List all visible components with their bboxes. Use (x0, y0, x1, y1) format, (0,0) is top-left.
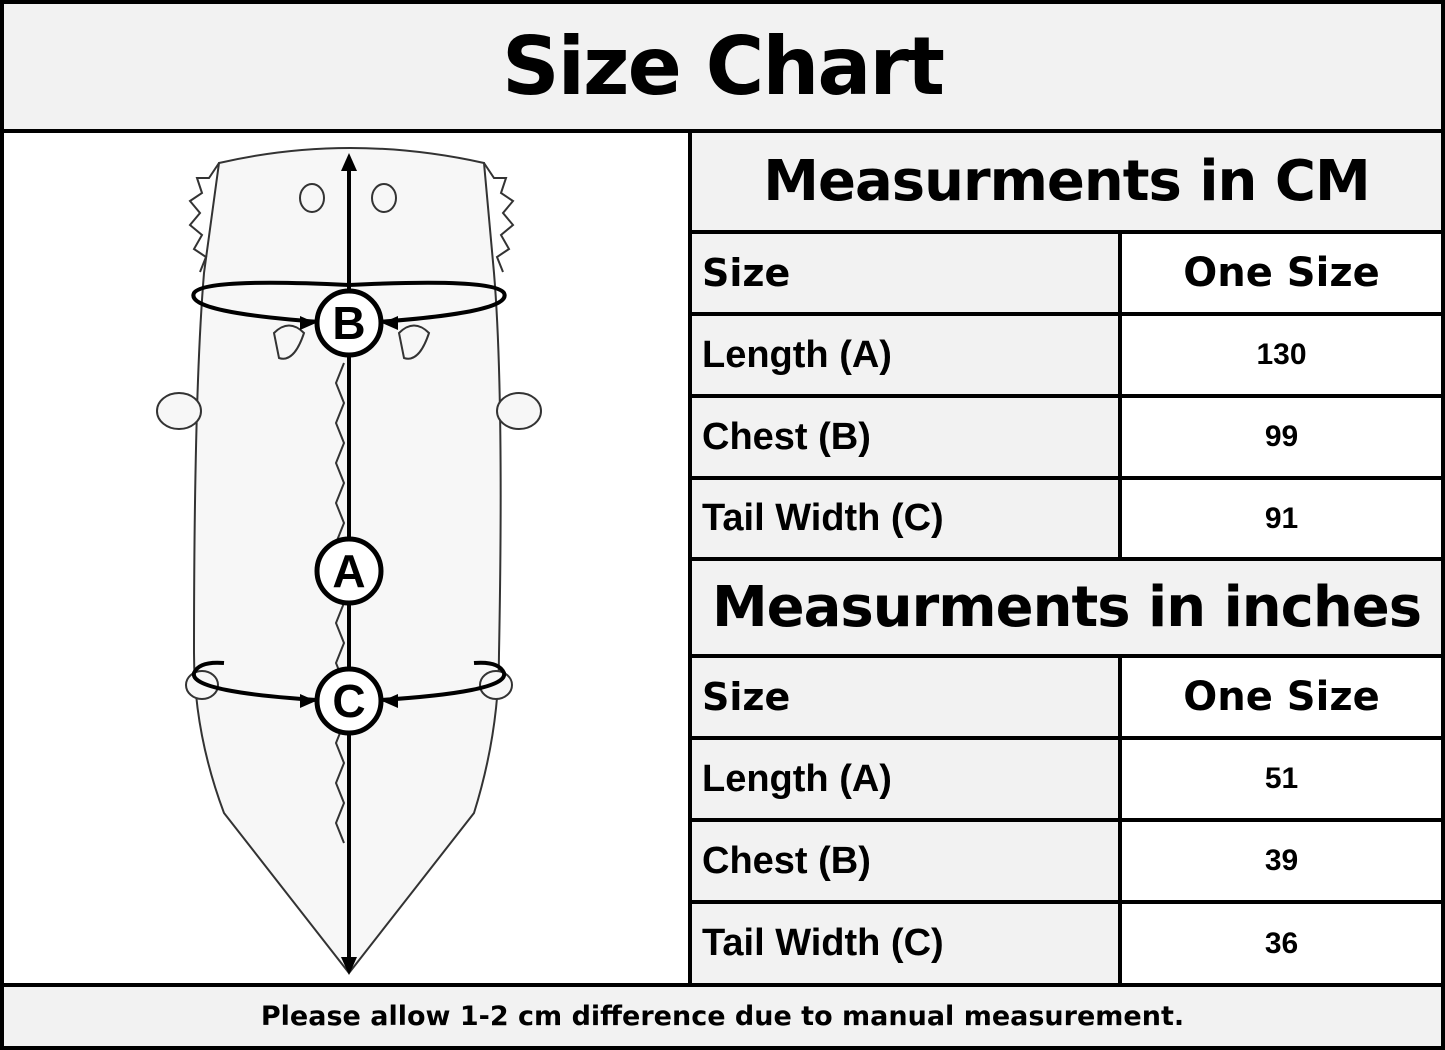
garment-illustration: B A C (4, 133, 692, 983)
row-value: 130 (1122, 316, 1441, 394)
inch-header-one-size: One Size (1122, 658, 1441, 736)
label-a-marker: A (314, 536, 384, 606)
inch-header-row: Size One Size (692, 658, 1441, 740)
row-value: 51 (1122, 740, 1441, 818)
row-label: Length (A) (692, 316, 1122, 394)
label-c: C (332, 675, 365, 727)
row-label: Tail Width (C) (692, 904, 1122, 983)
crocodile-costume-drawing: B A C (156, 147, 542, 975)
row-value: 99 (1122, 398, 1441, 476)
inch-table-heading: Measurments in inches (692, 561, 1441, 658)
label-a: A (332, 545, 365, 597)
table-row: Length (A) 51 (692, 740, 1441, 822)
row-label: Tail Width (C) (692, 480, 1122, 557)
footer-note: Please allow 1-2 cm difference due to ma… (4, 983, 1441, 1046)
row-label: Chest (B) (692, 822, 1122, 900)
label-b: B (332, 297, 365, 349)
label-b-marker: B (314, 288, 384, 358)
cm-header-size: Size (692, 234, 1122, 312)
row-label: Length (A) (692, 740, 1122, 818)
cm-table-heading: Measurments in CM (692, 133, 1441, 234)
cm-header-one-size: One Size (1122, 234, 1441, 312)
row-label: Chest (B) (692, 398, 1122, 476)
page-title: Size Chart (4, 4, 1441, 133)
measurement-tables: Measurments in CM Size One Size Length (… (692, 133, 1441, 983)
table-row: Tail Width (C) 91 (692, 480, 1441, 561)
table-row: Length (A) 130 (692, 316, 1441, 398)
inch-header-size: Size (692, 658, 1122, 736)
table-row: Tail Width (C) 36 (692, 904, 1441, 983)
table-row: Chest (B) 39 (692, 822, 1441, 904)
table-row: Chest (B) 99 (692, 398, 1441, 480)
label-c-marker: C (314, 666, 384, 736)
row-value: 39 (1122, 822, 1441, 900)
row-value: 36 (1122, 904, 1441, 983)
cm-header-row: Size One Size (692, 234, 1441, 316)
row-value: 91 (1122, 480, 1441, 557)
